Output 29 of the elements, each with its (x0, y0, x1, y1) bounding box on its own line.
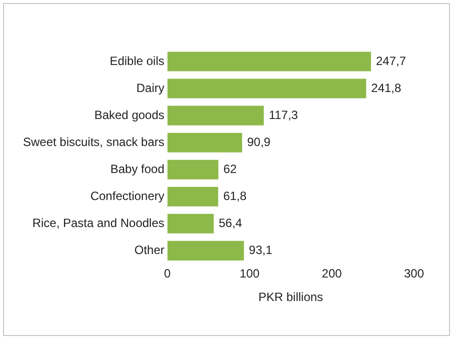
bar (167, 160, 218, 180)
y-tick-label: Rice, Pasta and Noodles (32, 216, 164, 230)
x-tick-label: 200 (322, 266, 342, 281)
x-tick-label: 300 (404, 266, 424, 281)
y-tick-label: Sweet biscuits, snack bars (22, 134, 164, 149)
y-tick-label: Baked goods (94, 108, 164, 122)
bar (167, 78, 366, 98)
data-label: 247,7 (376, 54, 406, 68)
data-label: 241,8 (371, 80, 402, 95)
data-label: 117,3 (268, 108, 298, 122)
y-tick-label: Baby food (110, 162, 164, 176)
bar (167, 52, 372, 72)
bar (167, 240, 244, 260)
bar (167, 132, 242, 152)
bar (167, 186, 218, 206)
data-label: 90,9 (247, 134, 271, 149)
data-label: 62 (223, 162, 238, 176)
data-label: 56,4 (218, 216, 242, 230)
y-tick-label: Dairy (136, 80, 164, 95)
y-tick-label: Edible oils (110, 54, 164, 68)
data-label: 61,8 (223, 188, 247, 203)
y-tick-label: Confectionery (90, 188, 164, 203)
x-axis-title: PKR billions (258, 290, 324, 304)
x-tick-label: 100 (240, 266, 260, 281)
bar (167, 106, 264, 126)
bar (167, 214, 214, 234)
y-tick-label: Other (134, 243, 164, 257)
data-label: 93,1 (248, 243, 273, 257)
x-tick-label: 0 (164, 266, 172, 281)
